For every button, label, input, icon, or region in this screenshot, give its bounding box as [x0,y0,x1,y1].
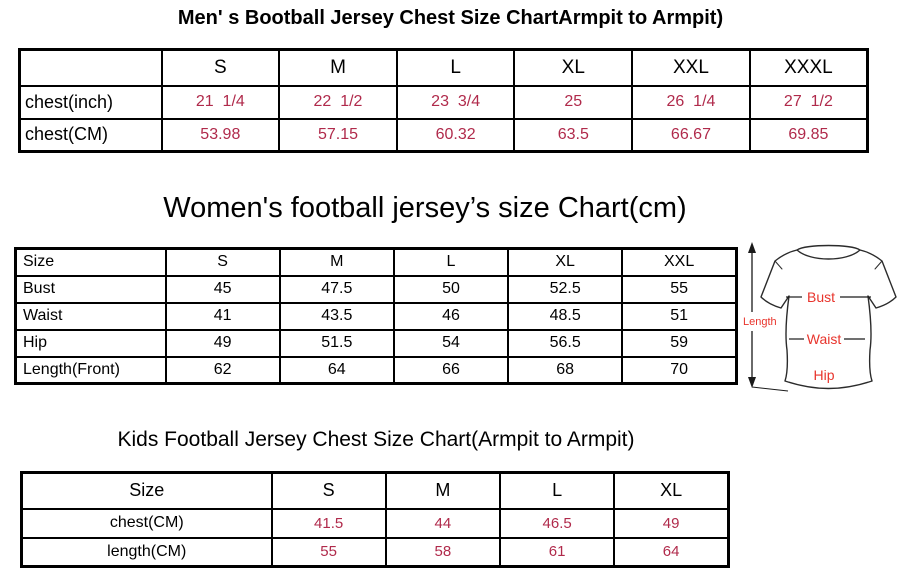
table-row: chest(inch) 21 1/4 22 1/2 23 3/4 25 26 1… [18,84,869,120]
table-header-row: S M L XL XXL XXXL [18,48,869,87]
header-cell [18,48,163,87]
header-cell: S [270,471,387,510]
row-label-cell: Length(Front) [14,355,167,385]
waist-label: Waist [807,331,842,347]
value-cell: 45 [164,274,281,304]
row-label-cell: length(CM) [20,536,273,568]
header-cell: Size [20,471,273,510]
value-cell: 22 1/2 [278,84,398,120]
value-cell: 46 [392,301,510,331]
table-row: Length(Front) 62 64 66 68 70 [14,355,738,385]
value-cell: 61 [498,536,616,568]
value-cell: 46.5 [498,507,616,539]
value-cell: 26 1/4 [631,84,751,120]
header-cell: S [160,48,281,87]
table-row: Waist 41 43.5 46 48.5 51 [14,301,738,331]
row-label-cell: chest(CM) [20,507,273,539]
value-cell: 59 [621,328,738,358]
row-label-cell: Bust [14,274,167,304]
table-row: chest(CM) 41.5 44 46.5 49 [20,507,730,539]
header-cell: L [392,247,510,277]
value-cell: 27 1/2 [748,84,869,120]
table-row: Bust 45 47.5 50 52.5 55 [14,274,738,304]
value-cell: 64 [613,536,730,568]
kids-size-table: Size S M L XL chest(CM) 41.5 44 46.5 49 … [20,471,730,568]
value-cell: 62 [164,355,281,385]
kids-chart-title: Kids Football Jersey Chest Size Chart(Ar… [117,428,635,451]
header-cell: S [164,247,281,277]
value-cell: 64 [278,355,395,385]
header-cell: XL [513,48,634,87]
header-cell: L [395,48,516,87]
value-cell: 52.5 [507,274,624,304]
header-cell: XXL [631,48,751,87]
value-cell: 63.5 [513,117,634,153]
value-cell: 66.67 [631,117,751,153]
value-cell: 53.98 [160,117,281,153]
value-cell: 56.5 [507,328,624,358]
table-row: chest(CM) 53.98 57.15 60.32 63.5 66.67 6… [18,117,869,153]
header-cell: XXXL [748,48,869,87]
header-cell: L [498,471,616,510]
length-label: Length [743,316,777,328]
header-cell: XL [507,247,624,277]
value-cell: 51 [621,301,738,331]
row-label-cell: Hip [14,328,167,358]
mens-size-table: S M L XL XXL XXXL chest(inch) 21 1/4 22 … [18,48,869,153]
row-label-cell: Waist [14,301,167,331]
value-cell: 55 [270,536,387,568]
header-cell: Size [14,247,167,277]
row-label-cell: chest(CM) [18,117,163,153]
value-cell: 23 3/4 [395,84,516,120]
length-arrow-icon [748,242,789,392]
value-cell: 70 [621,355,738,385]
value-cell: 66 [392,355,510,385]
value-cell: 49 [164,328,281,358]
value-cell: 50 [392,274,510,304]
header-cell: XL [613,471,730,510]
header-cell: M [278,247,395,277]
value-cell: 57.15 [278,117,398,153]
table-header-row: Size S M L XL XXL [14,247,738,277]
value-cell: 68 [507,355,624,385]
measure-lines [786,296,871,340]
value-cell: 41 [164,301,281,331]
header-cell: M [384,471,502,510]
value-cell: 43.5 [278,301,395,331]
value-cell: 69.85 [748,117,869,153]
row-label-cell: chest(inch) [18,84,163,120]
header-cell: XXL [621,247,738,277]
tshirt-outline-icon [760,244,897,390]
hip-label: Hip [813,367,834,383]
tshirt-measurement-diagram: Length Bust Waist Hip [743,242,897,392]
value-cell: 55 [621,274,738,304]
mens-chart-title: Men' s Bootball Jersey Chest Size ChartA… [177,7,724,29]
value-cell: 54 [392,328,510,358]
value-cell: 47.5 [278,274,395,304]
header-cell: M [278,48,398,87]
value-cell: 25 [513,84,634,120]
table-header-row: Size S M L XL [20,471,730,510]
value-cell: 48.5 [507,301,624,331]
womens-size-table: Size S M L XL XXL Bust 45 47.5 50 52.5 5… [14,247,738,385]
value-cell: 41.5 [270,507,387,539]
table-row: Hip 49 51.5 54 56.5 59 [14,328,738,358]
value-cell: 51.5 [278,328,395,358]
table-row: length(CM) 55 58 61 64 [20,536,730,568]
value-cell: 44 [384,507,502,539]
value-cell: 49 [613,507,730,539]
value-cell: 58 [384,536,502,568]
value-cell: 21 1/4 [160,84,281,120]
value-cell: 60.32 [395,117,516,153]
womens-chart-title: Women's football jersey’s size Chart(cm) [163,192,687,224]
bust-label: Bust [807,289,835,305]
